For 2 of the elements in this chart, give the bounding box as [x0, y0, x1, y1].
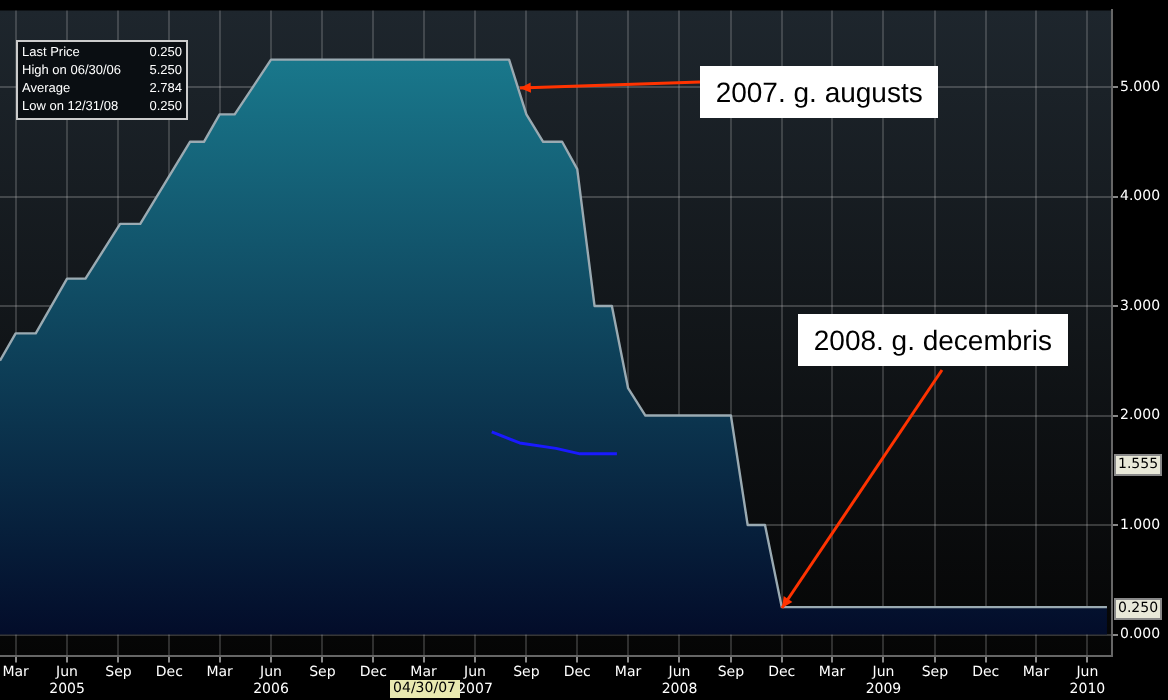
annotation: 2007. g. augusts — [699, 65, 939, 118]
annotation: 2008. g. decembris — [797, 313, 1068, 366]
